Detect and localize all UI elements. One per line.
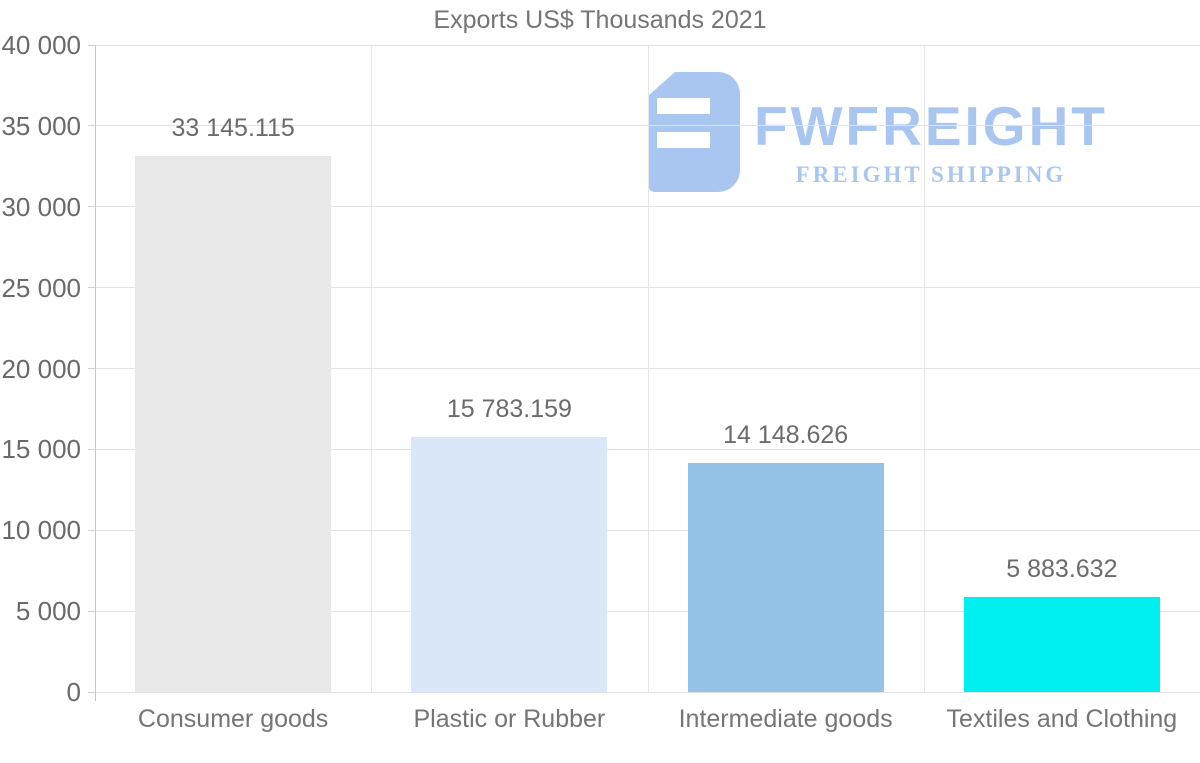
y-axis-label: 25 000 xyxy=(1,272,81,303)
y-tick xyxy=(88,368,95,369)
y-tick xyxy=(88,206,95,208)
bar-value-label: 14 148.626 xyxy=(723,421,849,450)
chart-title: Exports US$ Thousands 2021 xyxy=(433,6,767,34)
x-gridline xyxy=(371,45,373,692)
y-tick xyxy=(88,125,95,127)
y-axis-label: 30 000 xyxy=(1,191,81,222)
x-category-label: Consumer goods xyxy=(137,705,329,733)
x-gridline xyxy=(647,45,649,692)
bar[interactable] xyxy=(135,155,332,692)
y-axis-label: 15 000 xyxy=(1,434,81,465)
bar-value-label: 15 783.159 xyxy=(446,394,572,423)
y-tick xyxy=(88,448,95,450)
y-tick xyxy=(88,691,95,693)
x-category-label: Textiles and Clothing xyxy=(946,705,1178,733)
y-tick xyxy=(88,610,95,612)
y-axis-label: 10 000 xyxy=(1,515,81,546)
bar-value-label: 5 883.632 xyxy=(1006,554,1118,583)
fwfreight-logo-icon xyxy=(648,72,740,192)
bar[interactable] xyxy=(411,436,608,692)
y-gridline xyxy=(95,691,1200,693)
bar-value-label: 33 145.115 xyxy=(171,113,295,142)
y-axis-label: 0 xyxy=(66,677,81,707)
bar[interactable] xyxy=(687,463,884,692)
brand-tagline: FREIGHT SHIPPING xyxy=(795,162,1067,187)
bar[interactable] xyxy=(963,596,1160,692)
y-axis-label: 5 000 xyxy=(15,596,81,627)
x-category-label: Intermediate goods xyxy=(678,705,893,733)
y-tick xyxy=(88,287,95,289)
y-tick xyxy=(88,529,95,531)
y-tick xyxy=(88,44,95,46)
y-axis-label: 40 000 xyxy=(1,30,81,60)
x-gridline xyxy=(923,45,925,692)
y-axis-label: 20 000 xyxy=(1,353,81,384)
y-axis-line xyxy=(95,45,96,701)
y-axis-label: 35 000 xyxy=(1,110,81,141)
x-category-label: Plastic or Rubber xyxy=(413,705,606,733)
